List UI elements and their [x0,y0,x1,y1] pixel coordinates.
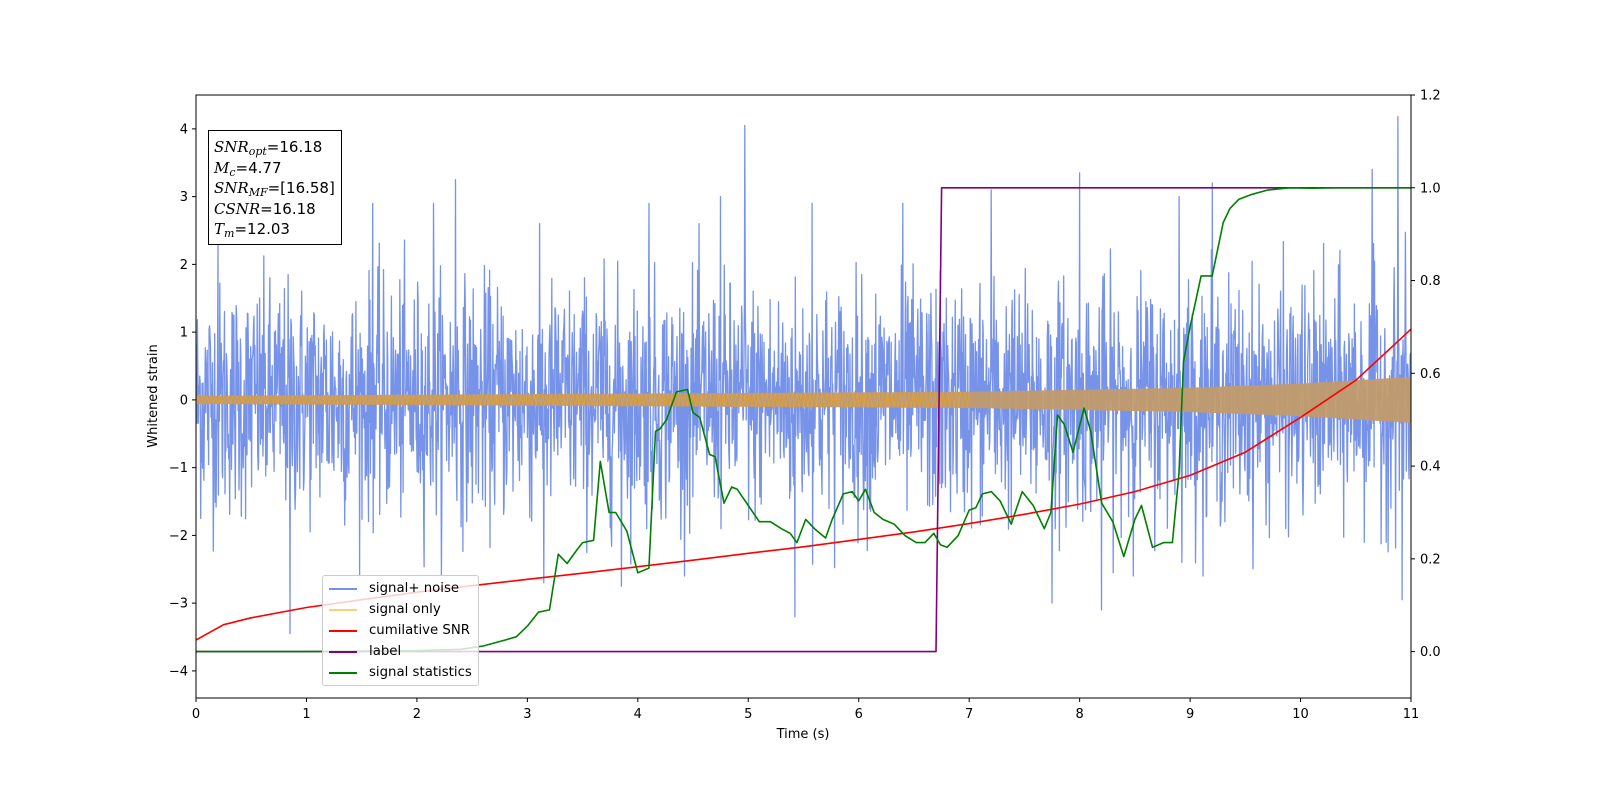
x-tick-label: 4 [634,707,642,722]
series-label [196,187,1411,653]
y-tick-label: −3 [169,597,188,612]
x-tick-label: 9 [1186,707,1194,722]
legend-item: label [329,641,472,662]
y-tick-label: −2 [169,529,188,544]
x-axis-label: Time (s) [776,727,830,742]
y-tick-label: 1 [180,326,188,341]
legend-label: signal statistics [369,665,472,680]
csnr-value: =16.18 [260,199,316,218]
series-signal-only [196,376,1411,423]
plot-frame [195,94,1412,699]
x-tick-label: 3 [523,707,531,722]
x-tick-label: 6 [855,707,863,722]
tm-annotation: Tm=12.03 [214,219,335,240]
legend-item: signal+ noise [329,578,472,599]
series-layer [196,116,1411,653]
mc-subscript: c [229,165,236,179]
snr-opt-annotation: SNRopt=16.18 [214,137,335,158]
legend-swatch [329,671,357,674]
legend-swatch [329,587,357,590]
y2-tick-label: 0.0 [1420,645,1441,660]
y-tick-label: 4 [180,122,188,137]
mc-annotation: Mc=4.77 [214,158,335,179]
series-signal-only-oscillation [196,391,970,409]
series-signal-plus-noise [196,116,1411,635]
mc-symbol: M [214,158,230,177]
mc-value: =4.77 [235,158,282,177]
y-tick-label: 3 [180,190,188,205]
snr-opt-symbol: SNR [214,138,249,156]
snr-mf-subscript: MF [248,186,268,199]
x-tick-label: 11 [1403,707,1420,722]
legend-item: signal only [329,599,472,620]
legend-swatch [329,629,357,632]
tm-subscript: m [224,227,235,240]
legend-swatch [329,650,357,653]
x-tick-label: 5 [744,707,752,722]
y-axis-label: Whitened strain [146,344,161,447]
snr-mf-value: =[16.58] [267,179,335,197]
x-tick-label: 7 [965,707,973,722]
annotation-box: SNRopt=16.18 Mc=4.77 SNRMF=[16.58] CSNR=… [208,130,342,245]
series-signal-statistics [196,187,1411,653]
y2-tick-label: 0.6 [1420,367,1441,382]
x-tick-label: 0 [192,707,200,722]
legend-label: cumilative SNR [369,623,471,638]
y-tick-label: −4 [169,664,188,679]
y2-tick-label: 1.2 [1420,89,1441,104]
x-tick-label: 10 [1292,707,1309,722]
legend-item: cumilative SNR [329,620,472,641]
tm-symbol: T [214,220,225,238]
csnr-symbol: CSNR [214,199,261,218]
legend-label: label [369,644,402,659]
legend-swatch [329,608,357,611]
legend-label: signal only [369,602,441,617]
y2-tick-label: 0.8 [1420,274,1441,289]
y2-tick-label: 1.0 [1420,181,1441,196]
legend-label: signal+ noise [369,581,460,596]
legend: signal+ noise signal only cumilative SNR la… [322,575,479,686]
axis-layer: 0 1 2 3 4 5 6 7 8 9 10 1143210−1−2−3−41.21.00.80.60… [169,89,1441,723]
snr-mf-annotation: SNRMF=[16.58] [214,178,335,199]
tm-value: =12.03 [234,220,290,238]
snr-opt-subscript: opt [248,145,267,158]
snr-mf-symbol: SNR [214,179,249,197]
x-tick-label: 1 [302,707,310,722]
snr-opt-value: =16.18 [266,138,323,156]
x-tick-label: 8 [1075,707,1083,722]
x-tick-label: 2 [413,707,421,722]
csnr-annotation: CSNR=16.18 [214,199,335,220]
y-tick-label: 0 [180,393,188,408]
y-tick-label: −1 [169,461,188,476]
y2-tick-label: 0.2 [1420,552,1441,567]
legend-item: signal statistics [329,662,472,683]
y-tick-label: 2 [180,258,188,273]
y2-tick-label: 0.4 [1420,460,1441,475]
